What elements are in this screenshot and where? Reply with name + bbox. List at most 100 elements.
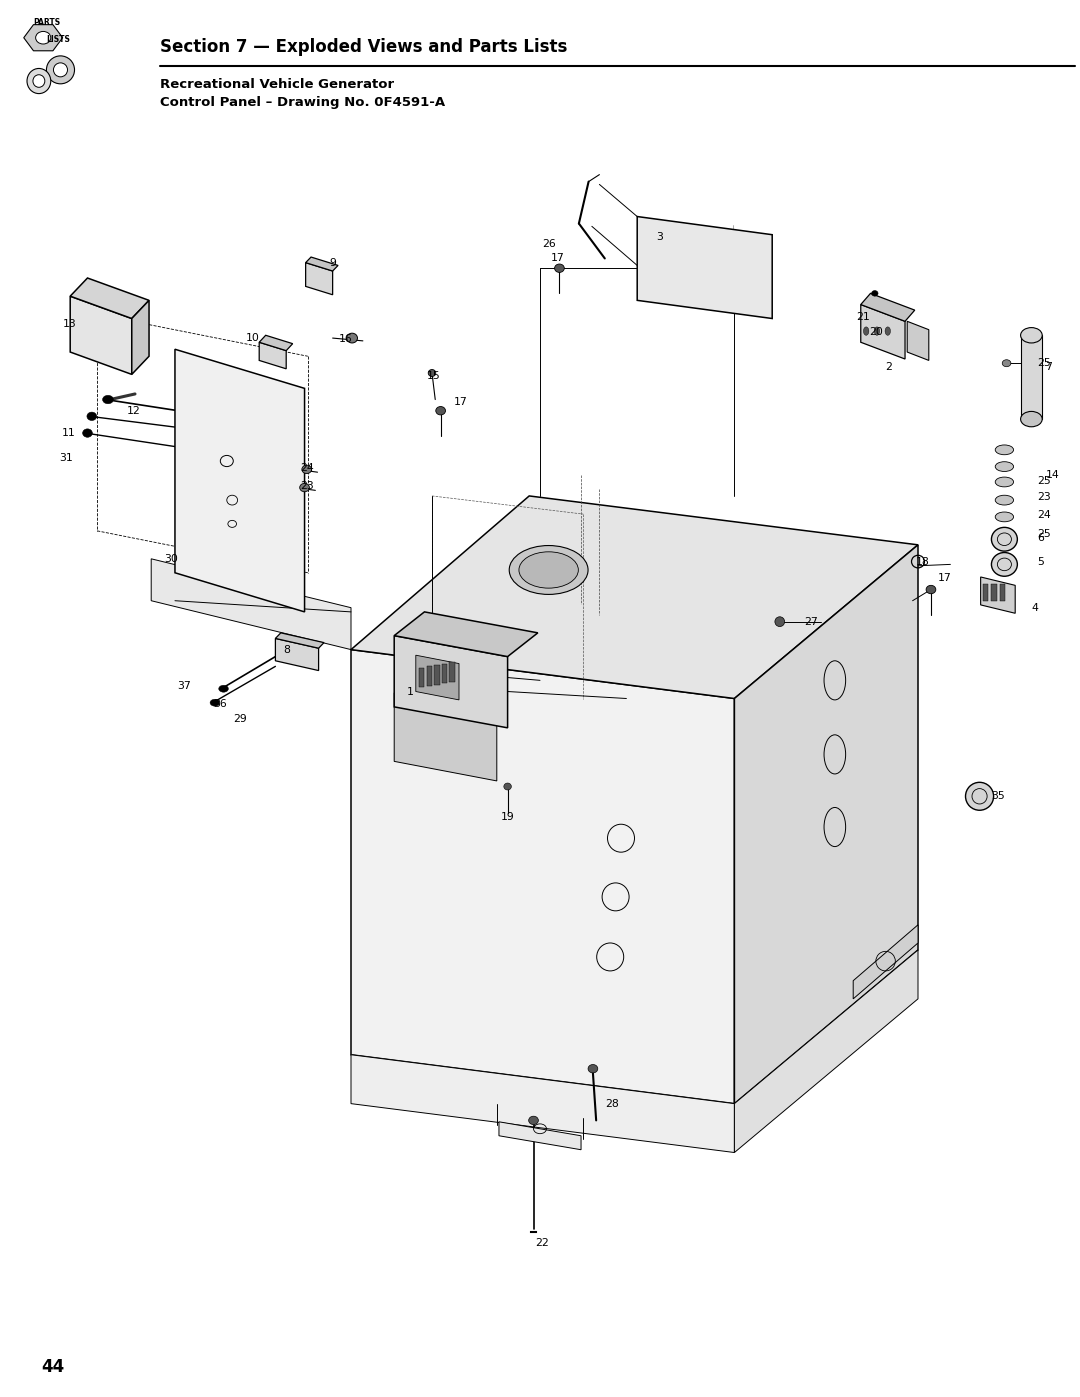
Ellipse shape — [555, 264, 565, 272]
Text: 25: 25 — [1037, 475, 1051, 486]
Ellipse shape — [54, 63, 67, 77]
Ellipse shape — [996, 496, 1014, 506]
Bar — [442, 664, 447, 683]
Ellipse shape — [299, 483, 309, 492]
Bar — [983, 584, 988, 601]
Ellipse shape — [775, 617, 784, 627]
Ellipse shape — [36, 31, 51, 45]
Text: 17: 17 — [454, 397, 468, 408]
Polygon shape — [853, 925, 918, 999]
Ellipse shape — [86, 412, 97, 420]
Text: 25: 25 — [1037, 528, 1051, 539]
Ellipse shape — [589, 1065, 598, 1073]
Text: 21: 21 — [856, 312, 870, 323]
Ellipse shape — [991, 553, 1017, 577]
Text: Control Panel – Drawing No. 0F4591-A: Control Panel – Drawing No. 0F4591-A — [160, 96, 445, 109]
Ellipse shape — [1021, 412, 1042, 427]
Polygon shape — [351, 650, 734, 1104]
Text: 22: 22 — [536, 1238, 550, 1249]
Text: 12: 12 — [126, 405, 140, 416]
Text: Recreational Vehicle Generator: Recreational Vehicle Generator — [160, 78, 394, 91]
Polygon shape — [351, 1055, 734, 1153]
Text: 8: 8 — [283, 644, 289, 655]
Bar — [427, 666, 432, 686]
Polygon shape — [70, 296, 132, 374]
Text: 19: 19 — [501, 812, 515, 823]
Polygon shape — [24, 25, 63, 50]
Text: 23: 23 — [1037, 492, 1051, 503]
Ellipse shape — [33, 75, 45, 87]
Polygon shape — [175, 349, 305, 612]
Text: 10: 10 — [246, 332, 260, 344]
Ellipse shape — [27, 68, 51, 94]
Ellipse shape — [872, 291, 878, 296]
Text: 3: 3 — [657, 232, 663, 243]
Text: 5: 5 — [1037, 556, 1043, 567]
Text: 17: 17 — [551, 253, 565, 264]
Ellipse shape — [83, 429, 93, 437]
Bar — [434, 665, 440, 685]
Ellipse shape — [347, 334, 357, 344]
Text: 23: 23 — [300, 481, 314, 492]
Polygon shape — [351, 496, 918, 698]
Text: 25: 25 — [1037, 358, 1051, 369]
Ellipse shape — [996, 461, 1014, 472]
Text: 24: 24 — [1037, 510, 1051, 521]
Text: 20: 20 — [869, 327, 883, 338]
Polygon shape — [275, 638, 319, 671]
Text: 30: 30 — [164, 553, 178, 564]
Ellipse shape — [991, 527, 1017, 550]
Text: 13: 13 — [63, 319, 77, 330]
Polygon shape — [734, 950, 918, 1153]
Text: 31: 31 — [59, 453, 73, 464]
Polygon shape — [275, 633, 324, 648]
Text: 27: 27 — [805, 616, 819, 627]
Polygon shape — [132, 300, 149, 374]
Text: 18: 18 — [916, 556, 930, 567]
Ellipse shape — [218, 686, 229, 692]
Ellipse shape — [996, 513, 1014, 522]
Polygon shape — [306, 257, 338, 271]
Text: Section 7 — Exploded Views and Parts Lists: Section 7 — Exploded Views and Parts Lis… — [160, 38, 567, 56]
Bar — [419, 668, 424, 687]
Polygon shape — [499, 1122, 581, 1150]
Text: PARTS: PARTS — [32, 18, 60, 27]
Text: 26: 26 — [542, 239, 556, 250]
Text: 1: 1 — [407, 686, 414, 697]
Text: 29: 29 — [233, 714, 247, 725]
Ellipse shape — [927, 585, 936, 594]
Bar — [991, 584, 997, 601]
Polygon shape — [306, 263, 333, 295]
Ellipse shape — [510, 546, 588, 595]
Text: 16: 16 — [339, 334, 353, 345]
Polygon shape — [394, 693, 497, 781]
Polygon shape — [394, 612, 538, 657]
Bar — [449, 662, 455, 682]
Text: 4: 4 — [1031, 602, 1038, 613]
Polygon shape — [981, 577, 1015, 613]
Text: 36: 36 — [213, 698, 227, 710]
Ellipse shape — [428, 369, 435, 376]
Ellipse shape — [1021, 327, 1042, 344]
Polygon shape — [637, 217, 772, 319]
Ellipse shape — [46, 56, 75, 84]
Ellipse shape — [996, 444, 1014, 455]
Ellipse shape — [435, 407, 446, 415]
Ellipse shape — [966, 782, 994, 810]
Text: 17: 17 — [937, 573, 951, 584]
Polygon shape — [394, 636, 508, 728]
Ellipse shape — [886, 327, 891, 335]
Polygon shape — [907, 321, 929, 360]
Ellipse shape — [210, 700, 220, 707]
Text: 37: 37 — [177, 680, 191, 692]
Text: 28: 28 — [605, 1098, 619, 1109]
Polygon shape — [151, 559, 351, 650]
Text: 7: 7 — [1045, 362, 1052, 373]
Text: LISTS: LISTS — [46, 35, 70, 43]
Polygon shape — [70, 278, 149, 319]
Ellipse shape — [1002, 359, 1011, 367]
Text: 44: 44 — [41, 1358, 65, 1376]
Text: 6: 6 — [1037, 532, 1043, 543]
Polygon shape — [861, 293, 915, 321]
Text: 35: 35 — [991, 791, 1005, 802]
